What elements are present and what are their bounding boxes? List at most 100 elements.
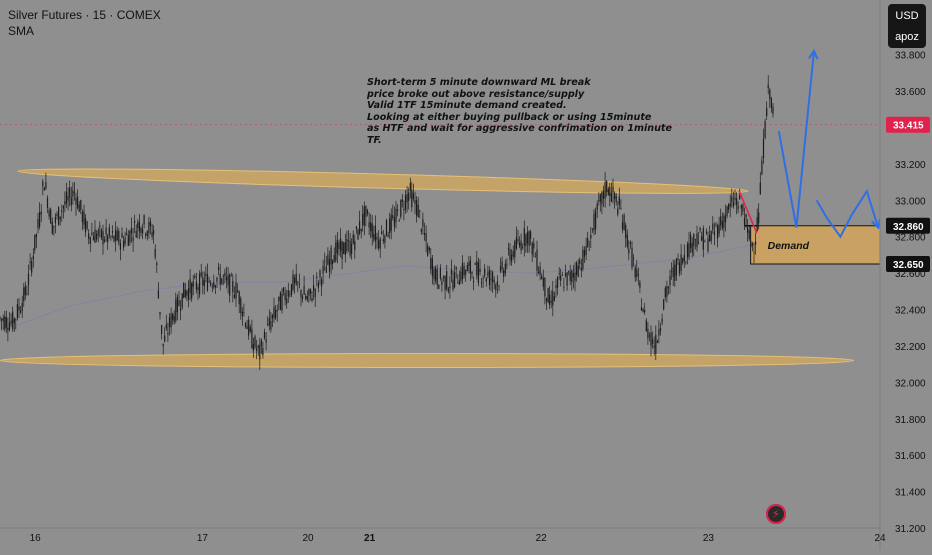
candle-body <box>618 196 620 205</box>
candle-body <box>758 212 760 224</box>
candle-body <box>111 231 114 233</box>
candle-body <box>325 266 327 273</box>
candle-body <box>173 315 175 323</box>
candle-body <box>249 326 251 332</box>
candle-body <box>747 227 749 233</box>
candle-body <box>612 186 614 193</box>
candle-body <box>743 218 746 226</box>
candle-body <box>333 255 335 263</box>
candle-body <box>219 274 221 285</box>
candle-body <box>294 277 296 283</box>
candle-body <box>92 236 95 241</box>
candle-body <box>370 222 372 232</box>
candle-body <box>379 238 381 249</box>
candle-body <box>511 254 513 262</box>
candle-body <box>480 282 483 283</box>
candle-body <box>213 282 215 288</box>
candle-body <box>168 317 171 327</box>
candle-body <box>316 276 318 278</box>
candle-body <box>479 268 481 273</box>
candle-body <box>737 205 739 210</box>
candle-body <box>471 272 473 274</box>
candle-body <box>151 232 153 237</box>
candle-body <box>355 226 357 229</box>
candle-body <box>218 267 220 270</box>
candle-body <box>119 243 121 250</box>
candle-body <box>769 89 771 100</box>
y-tick-label: 32.600 <box>895 269 926 280</box>
candle-body <box>211 286 213 288</box>
candle-body <box>164 335 166 342</box>
candle-body <box>680 254 682 271</box>
candle-body <box>368 222 370 228</box>
candle-body <box>493 280 495 283</box>
candle-body <box>745 214 747 218</box>
candle-body <box>107 235 109 243</box>
candle-body <box>199 273 201 295</box>
candle-body <box>1 318 3 321</box>
candle-body <box>263 331 266 339</box>
candle-body <box>313 285 315 291</box>
y-tick-label: 33.200 <box>895 160 926 171</box>
price-badge <box>886 256 930 272</box>
candle-body <box>4 316 6 330</box>
candle-body <box>655 334 657 354</box>
candle-body <box>229 274 231 296</box>
currency-button[interactable]: USD apoz <box>888 4 926 48</box>
candle-body <box>697 242 700 244</box>
candle-body <box>740 205 742 209</box>
candles <box>0 75 774 370</box>
candle-body <box>240 298 242 314</box>
currency-sub-label: apoz <box>895 31 919 43</box>
candle-body <box>305 296 307 299</box>
candle-body <box>576 262 578 275</box>
candle-body <box>268 318 270 326</box>
candle-body <box>577 265 579 277</box>
candle-body <box>690 234 692 249</box>
candle-body <box>385 220 388 235</box>
candle-body <box>596 203 598 210</box>
candle-body <box>732 202 734 207</box>
candle-body <box>602 190 605 199</box>
symbol-title[interactable]: Silver Futures · 15 · COMEX <box>8 8 161 22</box>
candle-body <box>42 181 44 187</box>
candle-body <box>341 241 343 260</box>
candle-body <box>276 309 278 312</box>
candle-body <box>349 241 351 256</box>
candle-body <box>661 319 663 323</box>
candle-body <box>216 277 218 282</box>
candle-body <box>343 242 345 254</box>
candle-body <box>135 231 137 238</box>
candle-body <box>461 262 464 280</box>
indicator-legend[interactable]: SMA <box>8 24 35 38</box>
candle-body <box>126 233 128 235</box>
candle-body <box>121 233 123 238</box>
candle-body <box>403 209 405 211</box>
candle-body <box>568 271 570 273</box>
candle-body <box>178 300 180 306</box>
candle-body <box>167 332 169 335</box>
candle-body <box>761 160 763 175</box>
candle-body <box>544 277 546 297</box>
candle-body <box>753 252 755 253</box>
candle-body <box>89 237 91 244</box>
candle-body <box>103 239 106 242</box>
price-badge <box>886 217 930 234</box>
candle-body <box>189 278 191 293</box>
candle-body <box>200 272 202 276</box>
candle-body <box>563 287 565 288</box>
candle-body <box>108 227 110 236</box>
candle-body <box>233 295 235 298</box>
candle-body <box>16 304 18 319</box>
candle-body <box>27 273 30 285</box>
candle-body <box>558 273 560 274</box>
candle-body <box>311 298 313 301</box>
candle-body <box>10 320 12 324</box>
candle-body <box>363 206 365 226</box>
candle-body <box>534 256 536 258</box>
lightning-icon[interactable]: ⚡ <box>766 504 786 524</box>
candle-body <box>463 266 465 276</box>
candle-body <box>422 219 424 227</box>
